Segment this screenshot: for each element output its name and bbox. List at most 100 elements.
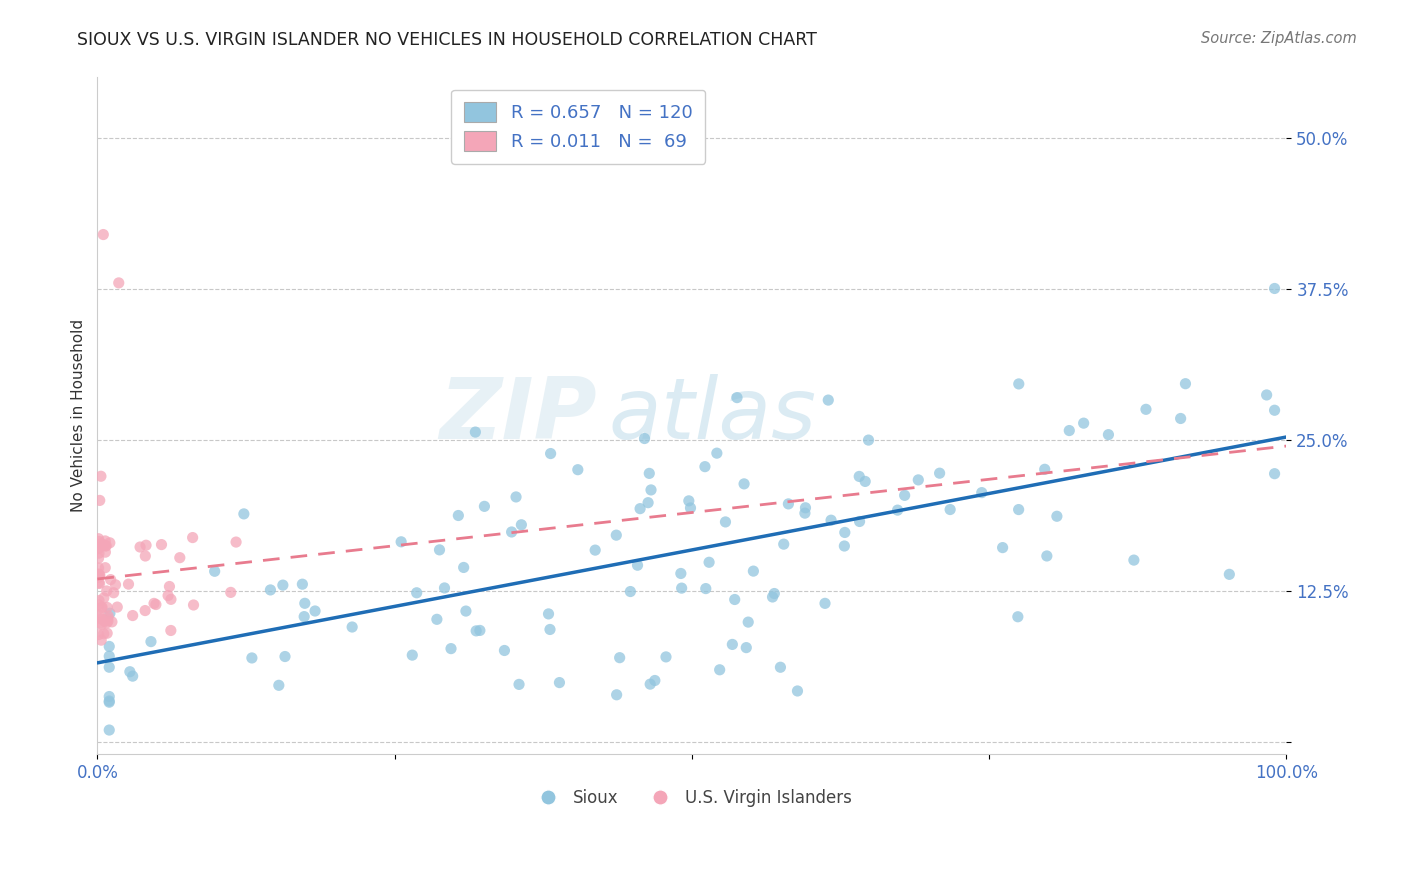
Point — [714, 515, 737, 529]
Point — [169, 550, 191, 565]
Point — [219, 585, 242, 599]
Point — [453, 560, 475, 574]
Point — [761, 590, 783, 604]
Point — [655, 649, 678, 664]
Point — [87, 541, 110, 556]
Point — [135, 538, 157, 552]
Point — [292, 609, 315, 624]
Point — [87, 546, 110, 560]
Point — [107, 276, 129, 290]
Point — [501, 524, 523, 539]
Point — [619, 584, 641, 599]
Point — [401, 648, 423, 662]
Point — [465, 624, 488, 638]
Point — [886, 503, 908, 517]
Point — [93, 591, 115, 605]
Point — [1174, 376, 1197, 391]
Point — [733, 476, 755, 491]
Point — [706, 446, 728, 460]
Point — [90, 633, 112, 648]
Point — [928, 466, 950, 480]
Point — [763, 586, 786, 600]
Point — [548, 675, 571, 690]
Point — [693, 459, 716, 474]
Point — [157, 589, 180, 603]
Point — [628, 501, 651, 516]
Point — [583, 543, 606, 558]
Point — [1059, 424, 1081, 438]
Point — [1122, 553, 1144, 567]
Point — [105, 600, 128, 615]
Point — [1007, 502, 1029, 516]
Point — [721, 637, 744, 651]
Point — [637, 496, 659, 510]
Point — [87, 551, 110, 566]
Point — [267, 678, 290, 692]
Point — [181, 531, 204, 545]
Point — [145, 598, 167, 612]
Point — [440, 641, 463, 656]
Point — [90, 469, 112, 483]
Point — [89, 616, 111, 631]
Point — [96, 539, 118, 553]
Point — [609, 650, 631, 665]
Point — [817, 393, 839, 408]
Point — [1033, 462, 1056, 476]
Point — [89, 568, 111, 582]
Point — [1073, 416, 1095, 430]
Point — [104, 578, 127, 592]
Point — [638, 677, 661, 691]
Point — [98, 606, 121, 620]
Point — [291, 577, 314, 591]
Point — [97, 614, 120, 628]
Point — [644, 673, 666, 688]
Point — [1097, 427, 1119, 442]
Point — [1135, 402, 1157, 417]
Legend: Sioux, U.S. Virgin Islanders: Sioux, U.S. Virgin Islanders — [524, 782, 859, 814]
Y-axis label: No Vehicles in Household: No Vehicles in Household — [72, 319, 86, 512]
Point — [340, 620, 363, 634]
Point — [606, 688, 628, 702]
Point — [94, 533, 117, 548]
Point — [87, 607, 110, 622]
Point — [97, 609, 120, 624]
Point — [640, 483, 662, 497]
Point — [87, 611, 110, 625]
Point — [93, 538, 115, 552]
Point — [494, 643, 516, 657]
Point — [405, 586, 427, 600]
Point — [94, 539, 117, 553]
Point — [139, 634, 162, 648]
Point — [1046, 509, 1069, 524]
Point — [134, 603, 156, 617]
Point — [294, 596, 316, 610]
Point — [225, 535, 247, 549]
Point — [540, 446, 562, 460]
Point — [793, 506, 815, 520]
Point — [90, 601, 112, 615]
Point — [87, 561, 110, 575]
Point — [1264, 467, 1286, 481]
Point — [794, 500, 817, 515]
Point — [90, 612, 112, 626]
Point — [820, 513, 842, 527]
Point — [447, 508, 470, 523]
Point — [626, 558, 648, 573]
Point — [769, 660, 792, 674]
Point — [98, 660, 121, 674]
Point — [96, 626, 118, 640]
Point — [678, 493, 700, 508]
Point — [159, 580, 181, 594]
Point — [100, 573, 122, 587]
Point — [505, 490, 527, 504]
Point — [96, 584, 118, 599]
Point — [204, 564, 226, 578]
Point — [671, 581, 693, 595]
Point — [89, 493, 111, 508]
Point — [605, 528, 627, 542]
Point — [848, 515, 870, 529]
Point — [98, 694, 121, 708]
Point — [87, 534, 110, 549]
Point — [274, 649, 297, 664]
Point — [271, 578, 294, 592]
